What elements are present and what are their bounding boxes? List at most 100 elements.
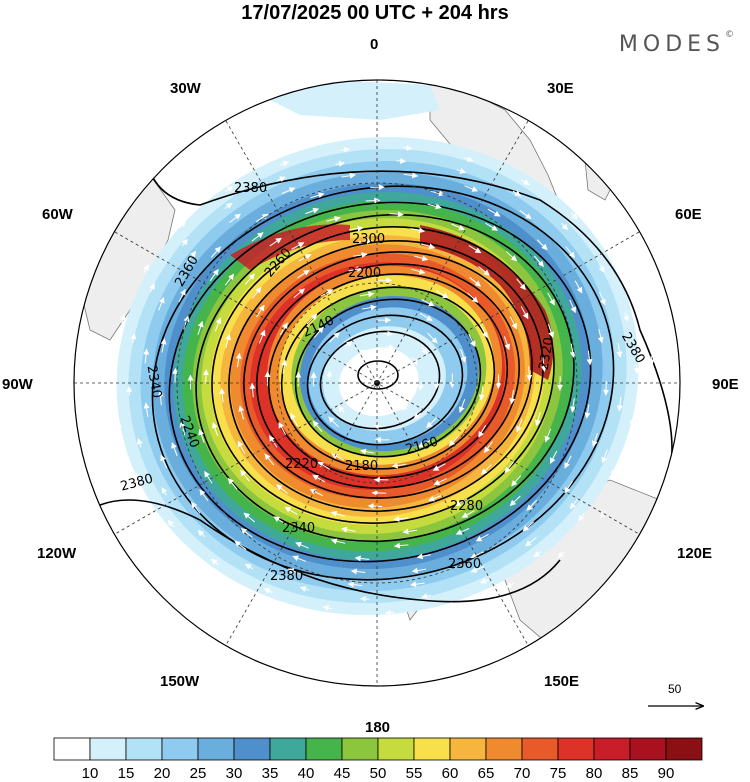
wind-vector (362, 304, 377, 311)
wind-vector (393, 515, 408, 522)
wind-vector (178, 288, 186, 303)
wind-vector (427, 203, 442, 210)
contour-label: 2360 (448, 557, 481, 572)
wind-vector (197, 320, 204, 335)
wind-vector (616, 343, 623, 358)
wind-vector (178, 220, 186, 229)
lon-label-120e: 120E (677, 545, 712, 562)
contour-2380-south (89, 499, 561, 603)
wind-vector (317, 461, 331, 470)
wind-vector (611, 467, 617, 477)
wind-vector (143, 348, 150, 364)
wind-vector (293, 288, 305, 299)
wind-vector (179, 421, 186, 436)
wind-vector (480, 577, 490, 584)
wind-vector (635, 303, 642, 313)
contour-2200 (280, 286, 496, 470)
wind-vector (504, 461, 515, 474)
contour-2220 (267, 273, 509, 479)
wind-vector (295, 542, 309, 549)
wind-vector (240, 469, 250, 482)
reference-vector-label: 50 (668, 682, 682, 696)
wind-vector (161, 487, 168, 496)
contour-label: 2280 (450, 499, 483, 514)
wind-vector (326, 370, 333, 381)
wind-vector (521, 179, 530, 186)
wind-vector (240, 528, 253, 538)
wind-vector (237, 440, 246, 454)
wind-vector (234, 540, 247, 550)
wind-vector (310, 192, 325, 199)
wind-vector (536, 239, 548, 251)
colorbar-swatch (665, 737, 703, 761)
wind-vector (359, 291, 375, 298)
lon-label-150w: 150W (160, 673, 200, 690)
wind-vector (322, 605, 333, 611)
wind-vector (464, 185, 479, 192)
wind-vector (564, 455, 572, 469)
wind-vector (244, 563, 254, 570)
contour-center (357, 360, 399, 390)
wind-vector (432, 463, 446, 471)
contour-2320 (195, 213, 575, 543)
wind-vector (276, 484, 288, 494)
colorbar-tick-label: 50 (370, 765, 387, 782)
lon-label-150e: 150E (544, 673, 579, 690)
wind-vector (421, 243, 436, 250)
wind-vector (646, 410, 653, 420)
wind-vector (214, 317, 222, 332)
colorbar-tick-label: 30 (226, 765, 243, 782)
colorbar-swatch (197, 737, 235, 761)
wind-vector (284, 506, 298, 515)
wind-vector (426, 417, 437, 429)
wind-vector (359, 595, 370, 602)
contour-label: 2340 (144, 364, 165, 399)
contour-2180 (294, 298, 482, 458)
wind-vector (410, 581, 425, 588)
colorbar-swatch (305, 737, 343, 761)
colorbar-tick-label: 85 (622, 765, 639, 782)
wind-vector (264, 453, 275, 466)
wind-vector (383, 330, 394, 337)
wind-vector (597, 328, 604, 344)
wind-vector (158, 296, 165, 311)
colorbar-tick-label: 90 (658, 765, 675, 782)
colorbar-swatch (629, 737, 667, 761)
wind-vector (485, 222, 498, 231)
wind-vector (470, 566, 485, 573)
wind-vector (305, 207, 320, 215)
colorbar-swatch (161, 737, 199, 761)
wind-vector (570, 212, 578, 220)
colorbar: 10 15 20 25 30 35 40 45 50 55 60 65 70 75 80 85 90 (53, 737, 703, 782)
wind-vector (411, 268, 426, 275)
reference-vector: 50 (648, 682, 703, 706)
wind-vector (330, 538, 346, 545)
height-contours (89, 149, 680, 603)
colorbar-swatch (593, 737, 631, 761)
lon-label-60w: 60W (42, 206, 74, 223)
wind-vector (616, 396, 623, 412)
wind-vector (419, 313, 433, 322)
wind-vector (341, 526, 356, 533)
wind-vector (224, 273, 235, 286)
colorbar-tick-label: 45 (334, 765, 351, 782)
wind-vector (516, 278, 526, 291)
wind-vector (505, 251, 518, 262)
colorbar-swatch (233, 737, 271, 761)
wind-vector (348, 266, 363, 273)
wind-vector (417, 439, 431, 448)
wind-vector (574, 280, 583, 294)
wind-vector (467, 292, 479, 303)
wind-vector (276, 176, 286, 183)
wind-vector (211, 422, 219, 437)
wind-vector (418, 381, 424, 391)
wind-speed-field (116, 136, 639, 616)
wind-vector (421, 593, 431, 600)
colorbar-tick-label: 70 (514, 765, 531, 782)
wind-vector (469, 277, 482, 287)
wind-vector (167, 519, 175, 528)
wind-vector (533, 255, 544, 267)
wind-vector (570, 398, 577, 413)
wind-vector (255, 213, 269, 223)
wind-vector (219, 387, 226, 403)
